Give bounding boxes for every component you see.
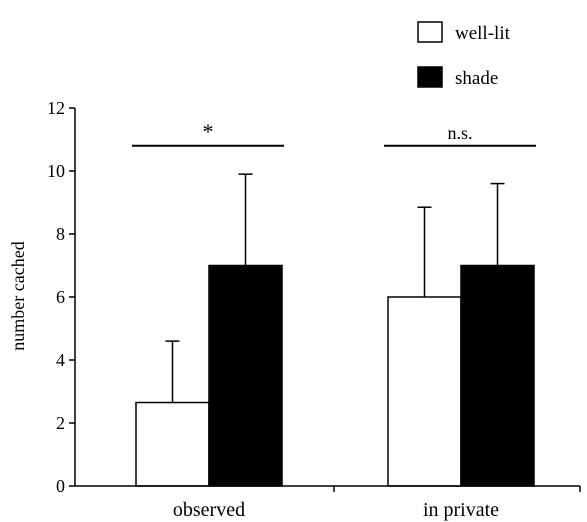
y-tick-label: 0 bbox=[56, 476, 65, 496]
x-category-label: observed bbox=[173, 499, 245, 521]
y-axis: number cached 0 2 4 6 8 10 12 bbox=[8, 98, 76, 496]
legend: well-lit shade bbox=[417, 21, 511, 89]
legend-swatch-well-lit bbox=[417, 21, 443, 43]
y-tick-label: 12 bbox=[47, 98, 65, 118]
bars bbox=[135, 173, 535, 487]
legend-swatch-shade bbox=[417, 66, 443, 88]
y-tick-label: 4 bbox=[56, 350, 65, 370]
bar-well-lit bbox=[135, 401, 210, 487]
significance-annotations: * n.s. bbox=[132, 119, 536, 147]
significance-label: n.s. bbox=[447, 123, 472, 143]
x-category-label: in private bbox=[423, 499, 499, 521]
y-tick-label: 10 bbox=[47, 161, 65, 181]
y-tick-label: 2 bbox=[56, 413, 65, 433]
bar-shade bbox=[208, 264, 283, 487]
bar-shade bbox=[460, 264, 535, 487]
legend-label: well-lit bbox=[455, 23, 511, 44]
bar-well-lit bbox=[387, 296, 462, 487]
significance-label: * bbox=[203, 119, 214, 144]
y-tick-label: 8 bbox=[56, 224, 65, 244]
y-axis-label: number cached bbox=[8, 241, 28, 350]
x-axis: observed in private bbox=[75, 485, 581, 521]
y-tick-label: 6 bbox=[56, 287, 65, 307]
legend-label: shade bbox=[455, 68, 498, 89]
